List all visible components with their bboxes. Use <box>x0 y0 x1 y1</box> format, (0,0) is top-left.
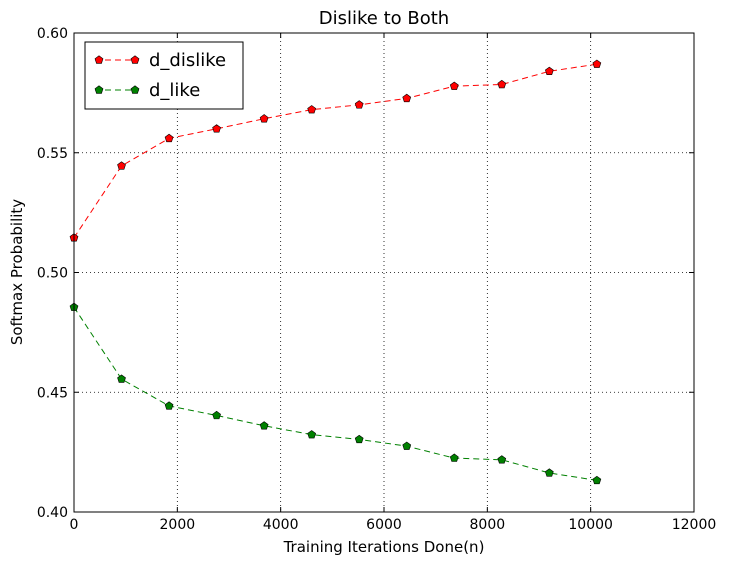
data-point <box>212 124 221 133</box>
legend-marker <box>94 55 104 64</box>
data-point <box>402 441 412 450</box>
data-point <box>307 430 317 439</box>
data-point <box>497 455 507 464</box>
data-point <box>212 410 221 420</box>
axis-ticks: 0 2000 4000 6000 8000 10000 12000 0.40 0.45 0.50 0… <box>37 26 716 533</box>
series-line <box>73 63 597 239</box>
data-point <box>307 105 317 114</box>
legend: d_dislike d_like <box>84 41 244 110</box>
data-point <box>259 114 269 123</box>
y-tick-label: 0.55 <box>37 146 68 162</box>
y-tick-label: 0.40 <box>37 505 68 521</box>
y-tick-label: 0.45 <box>37 385 68 401</box>
x-tick-label: 2000 <box>160 517 196 533</box>
data-point <box>117 161 126 170</box>
x-tick-label: 10000 <box>568 517 613 533</box>
data-point <box>449 81 459 90</box>
legend-marker <box>130 85 140 94</box>
x-tick-label: 0 <box>70 517 79 533</box>
series-layer <box>69 59 602 485</box>
data-point <box>259 421 269 430</box>
data-point <box>354 434 364 444</box>
legend-entry: d_dislike <box>94 50 226 71</box>
data-point <box>402 93 412 103</box>
series-d_like <box>69 302 602 485</box>
y-axis-label: Softmax Probability <box>8 199 26 345</box>
data-point <box>544 66 554 76</box>
data-point <box>592 59 602 68</box>
x-tick-label: 12000 <box>672 517 717 533</box>
series-line <box>73 306 597 481</box>
x-tick-label: 6000 <box>366 517 402 533</box>
x-tick-label: 4000 <box>263 517 299 533</box>
data-point <box>354 100 364 109</box>
y-tick-label: 0.50 <box>37 266 68 282</box>
data-point <box>164 401 174 410</box>
legend-label: d_like <box>149 80 200 101</box>
legend-marker <box>94 85 104 94</box>
legend-entry: d_like <box>94 80 200 101</box>
legend-label: d_dislike <box>149 50 226 71</box>
data-point <box>449 453 459 462</box>
data-point <box>592 475 602 485</box>
x-tick-label: 8000 <box>470 517 506 533</box>
legend-marker <box>130 55 140 64</box>
chart-title: Dislike to Both <box>319 8 449 29</box>
y-tick-label: 0.60 <box>37 26 68 42</box>
data-point <box>164 133 174 143</box>
data-point <box>497 79 507 89</box>
series-d_dislike <box>69 59 602 242</box>
data-point <box>117 374 126 383</box>
legend-box <box>84 41 244 110</box>
data-point <box>544 468 554 477</box>
x-axis-label: Training Iterations Done(n) <box>283 538 485 556</box>
